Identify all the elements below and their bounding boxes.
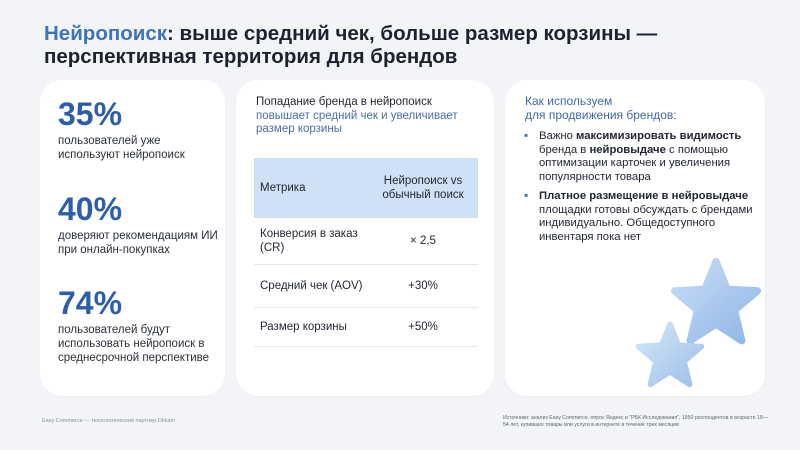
bullet-icon: ▪ bbox=[524, 190, 529, 202]
table-header: Метрика Нейропоиск vs обычный поиск bbox=[254, 158, 478, 218]
table-row: Конверсия в заказ (CR) × 2,5 bbox=[254, 218, 478, 265]
table-row: Размер корзины +50% bbox=[254, 308, 478, 347]
bullet-text: с помощью оптимизации карточек и увеличе… bbox=[539, 143, 731, 183]
metrics-card: Попадание бренда в нейропоиск повышает с… bbox=[236, 80, 494, 396]
bullet-icon: ▪ bbox=[524, 130, 529, 142]
promotion-bullets: ▪ Важно максимизировать видимость бренда… bbox=[523, 130, 755, 250]
table-cell-value: +50% bbox=[408, 321, 438, 333]
bullet-bold: нейровыдаче bbox=[589, 143, 666, 156]
stat-description: пользователей будут использовать нейропо… bbox=[58, 324, 210, 364]
metrics-heading: Попадание бренда в нейропоиск повышает с… bbox=[256, 96, 481, 137]
table-row: Средний чек (AOV) +30% bbox=[254, 265, 478, 308]
footer-sources: Источники: анализ Easy Commerce, опрос Я… bbox=[503, 415, 769, 428]
promotion-heading-line1: Как используем bbox=[525, 94, 613, 108]
table-cell-metric: Размер корзины bbox=[260, 321, 347, 333]
table-header-comparison: Нейропоиск vs обычный поиск bbox=[382, 175, 464, 201]
bullet-item: ▪ Важно максимизировать видимость бренда… bbox=[523, 130, 755, 184]
stat-value: 74% bbox=[58, 285, 123, 321]
bullet-bold: Платное размещение в нейровыдаче bbox=[539, 190, 749, 202]
table-cell-metric: Конверсия в заказ (CR) bbox=[260, 228, 358, 254]
metrics-table: Метрика Нейропоиск vs обычный поиск Конв… bbox=[254, 158, 478, 347]
stat-value: 40% bbox=[58, 191, 123, 227]
promotion-heading-line2: для продвижения брендов: bbox=[525, 108, 677, 122]
footer-partner-note: Easy Commerce — технологический партнер … bbox=[42, 418, 176, 424]
stat-item: 35% пользователей уже используют нейропо… bbox=[58, 96, 223, 162]
table-cell-metric: Средний чек (AOV) bbox=[260, 280, 363, 292]
stat-value: 35% bbox=[58, 96, 123, 132]
metrics-heading-sub: повышает средний чек и увеличивает разме… bbox=[256, 109, 458, 136]
title-line2: перспективная территория для брендов bbox=[44, 45, 458, 68]
promotion-heading: Как используем для продвижения брендов: bbox=[525, 94, 677, 122]
stat-description: доверяют рекомендациям ИИ при онлайн-пок… bbox=[58, 230, 218, 256]
title-accent: Нейропоиск bbox=[44, 22, 168, 45]
bullet-text: площадки готовы обсуждать с брендами инд… bbox=[539, 203, 753, 243]
bullet-text: Важно bbox=[539, 130, 577, 142]
metrics-heading-main: Попадание бренда в нейропоиск bbox=[256, 96, 432, 108]
stats-card: 35% пользователей уже используют нейропо… bbox=[40, 80, 225, 396]
table-cell-value: × 2,5 bbox=[410, 235, 436, 247]
table-cell-value: +30% bbox=[408, 280, 438, 292]
stat-item: 40% доверяют рекомендациям ИИ при онлайн… bbox=[58, 191, 223, 257]
small-star-icon bbox=[635, 321, 705, 388]
bullet-bold: максимизировать видимость bbox=[576, 130, 742, 142]
stat-item: 74% пользователей будут использовать ней… bbox=[58, 285, 223, 365]
promotion-card: Как используем для продвижения брендов: … bbox=[505, 80, 765, 396]
bullet-item: ▪ Платное размещение в нейровыдаче площа… bbox=[523, 190, 755, 244]
bullet-text: бренда в bbox=[539, 143, 590, 156]
table-header-metric: Метрика bbox=[260, 182, 306, 194]
large-star-icon bbox=[670, 257, 762, 345]
page-title: Нейропоиск: выше средний чек, больше раз… bbox=[44, 22, 764, 68]
title-line1-rest: : выше средний чек, больше размер корзин… bbox=[167, 22, 658, 45]
stat-description: пользователей уже используют нейропоиск bbox=[58, 135, 185, 161]
